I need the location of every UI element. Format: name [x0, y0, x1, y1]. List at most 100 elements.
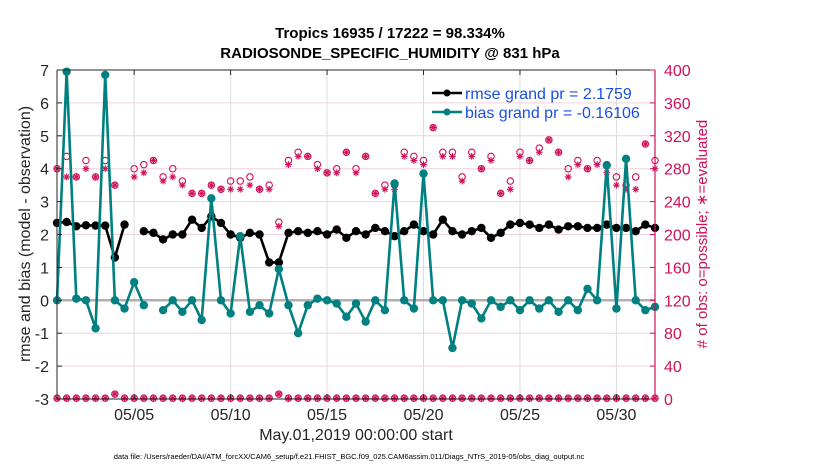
obs-bottom-evaluated-point: [381, 394, 389, 402]
rmse-point: [178, 230, 187, 239]
legend-rmse-marker: [443, 89, 451, 97]
rmse-point: [120, 220, 129, 229]
obs-possible-point: [236, 177, 245, 185]
rmse-point: [641, 220, 650, 229]
bias-line: [55, 70, 146, 330]
obs-evaluated-point: [497, 189, 505, 197]
obs-evaluated-point: [101, 165, 109, 173]
obs-bottom-evaluated-point: [506, 394, 514, 402]
y2-tick-label: 160: [664, 260, 691, 277]
obs-possible-point: [226, 177, 235, 185]
y-tick-label: 2: [40, 228, 49, 245]
bias-line: [162, 157, 656, 350]
obs-evaluated-point: [178, 181, 186, 189]
rmse-point: [496, 228, 505, 238]
bias-point: [284, 301, 293, 310]
legend-bias-marker: [443, 108, 451, 116]
obs-bottom-evaluated-point: [236, 394, 244, 402]
obs-evaluated-point: [420, 161, 427, 168]
obs-bottom-evaluated-point: [342, 394, 350, 402]
bias-point: [515, 305, 525, 315]
bias-point: [197, 315, 206, 325]
obs-evaluated-point: [342, 148, 350, 156]
y2-tick-label: 200: [664, 228, 691, 245]
obs-bottom-evaluated-point: [555, 394, 562, 402]
obs-bottom-evaluated-point: [63, 394, 71, 402]
y2-tick-label: 80: [664, 326, 682, 343]
obs-possible-point: [130, 164, 138, 173]
obs-bottom-evaluated-point: [593, 394, 601, 402]
bias-point: [448, 343, 457, 353]
rmse-point: [544, 220, 554, 229]
rmse-point: [293, 227, 303, 236]
obs-evaluated-point: [468, 152, 476, 160]
obs-bottom-evaluated-point: [449, 394, 456, 402]
obs-possible-point: [631, 173, 640, 181]
obs-bottom-evaluated-point: [458, 394, 466, 402]
obs-evaluated-point: [487, 157, 495, 164]
y2-tick-label: 320: [664, 129, 691, 146]
obs-evaluated-point: [314, 165, 321, 173]
obs-evaluated-point: [323, 169, 331, 177]
x-tick-label: 05/20: [403, 407, 443, 424]
bias-point: [178, 307, 187, 317]
bias-point: [554, 307, 563, 317]
bias-point: [506, 296, 515, 305]
rmse-point: [342, 233, 351, 242]
obs-evaluated-point: [227, 185, 235, 193]
bias-point: [168, 296, 177, 305]
y-tick-label: 3: [40, 195, 49, 212]
bias-point: [641, 305, 650, 315]
chart-subtitle: RADIOSONDE_SPECIFIC_HUMIDITY @ 831 hPa: [220, 45, 560, 62]
legend-rmse-label: rmse grand pr = 2.1759: [465, 86, 632, 103]
obs-evaluated-point: [72, 173, 80, 181]
data-file-note: data file: /Users/raeder/DAI/ATM_forcXX/…: [114, 452, 585, 461]
rmse-point: [573, 222, 583, 231]
obs-evaluated-point: [584, 165, 591, 173]
obs-evaluated-point: [429, 124, 437, 131]
bias-point: [264, 309, 274, 318]
rmse-point: [592, 223, 602, 233]
obs-possible-point: [246, 173, 254, 181]
obs-bottom-evaluated-point: [217, 394, 225, 402]
obs-bottom-evaluated-point: [574, 394, 582, 402]
legend: rmse grand pr = 2.1759 bias grand pr = -…: [432, 86, 640, 122]
obs-evaluated-point: [198, 189, 206, 197]
bias-point: [486, 296, 496, 305]
obs-evaluated-point: [256, 185, 263, 193]
y-tick-label: 7: [40, 63, 49, 80]
bias-point: [101, 70, 110, 80]
obs-evaluated-point: [159, 177, 167, 185]
bias-point: [544, 296, 554, 305]
rmse-point: [612, 223, 621, 233]
obs-bottom-evaluated-point: [246, 394, 254, 402]
obs-evaluated-point: [63, 173, 71, 181]
obs-evaluated-point: [285, 161, 292, 168]
obs-evaluated-point: [246, 181, 254, 189]
bias-point: [563, 296, 573, 305]
bias-point: [81, 296, 91, 305]
obs-evaluated-point: [593, 161, 601, 168]
rmse-point: [400, 227, 409, 236]
bias-point: [535, 304, 544, 313]
rmse-point: [486, 233, 496, 242]
series-layer: [52, 67, 660, 353]
bias-point: [573, 305, 583, 315]
obs-bottom-evaluated-point: [352, 394, 360, 402]
obs-evaluated-point: [294, 152, 302, 160]
bias-point: [380, 305, 390, 315]
bias-point: [592, 296, 602, 305]
y-axis-label: rmse and bias (model - observation): [17, 106, 34, 362]
obs-bottom-evaluated-point: [487, 394, 495, 402]
y-tick-label: 1: [40, 260, 49, 277]
obs-bottom-evaluated-point: [535, 394, 543, 402]
obs-evaluated-point: [82, 165, 90, 173]
obs-evaluated-point: [371, 189, 379, 197]
obs-bottom-evaluated-point: [477, 394, 485, 402]
obs-evaluated-point: [516, 152, 524, 160]
x-axis-label: May.01,2019 00:00:00 start: [259, 427, 453, 444]
rmse-point: [583, 223, 592, 233]
obs-bottom-evaluated-point: [468, 394, 476, 402]
y2-tick-label: 0: [664, 392, 673, 409]
obs-evaluated-point: [555, 148, 562, 156]
